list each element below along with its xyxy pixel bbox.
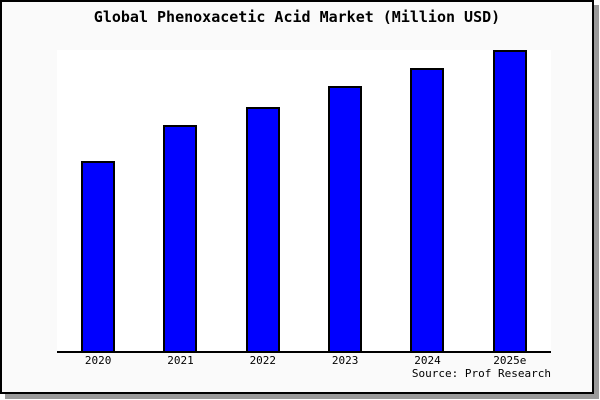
- bars-container: [57, 50, 551, 351]
- x-tick-label: 2023: [331, 354, 359, 367]
- x-tick-label: 2024: [414, 354, 441, 367]
- chart-title: Global Phenoxacetic Acid Market (Million…: [93, 8, 501, 26]
- x-tick-label: 2025e: [493, 354, 527, 367]
- plot-area: [57, 50, 551, 353]
- bar-2020: [81, 161, 116, 351]
- bar-2025e: [492, 50, 527, 351]
- bar-2021: [163, 125, 198, 351]
- x-tick-label: 2020: [84, 354, 112, 367]
- bar-2023: [328, 86, 363, 351]
- source-credit: Source: Prof Research: [411, 367, 551, 380]
- bar-2022: [245, 107, 280, 351]
- bar-2024: [410, 68, 445, 351]
- x-tick-label: 2022: [249, 354, 277, 367]
- x-axis-labels: 2020 2021 2022 2023 2024 2025e: [57, 354, 551, 367]
- chart-frame: Global Phenoxacetic Acid Market (Million…: [0, 0, 594, 394]
- x-tick-label: 2021: [167, 354, 194, 367]
